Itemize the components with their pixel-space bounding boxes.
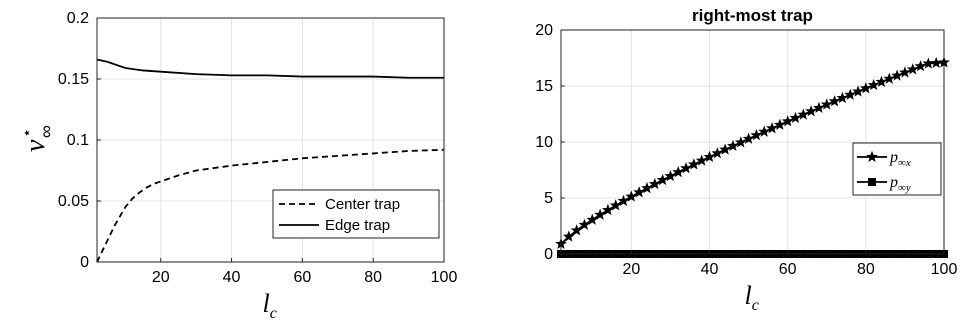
x-axis-label: lc — [263, 289, 277, 320]
legend-label: Edge trap — [325, 217, 390, 234]
y-tick-label: 15 — [535, 78, 553, 95]
y-axis-label-superscript: ⋆ — [19, 128, 36, 138]
series-1-point — [578, 218, 591, 230]
legend-label-subscript: ∞x — [898, 157, 911, 169]
series-1-point — [719, 143, 732, 155]
series-1-point — [695, 154, 708, 166]
series-1-point — [680, 162, 692, 174]
series-1-point — [648, 177, 661, 190]
legend-label-main: p — [889, 174, 898, 191]
series-1-point — [836, 91, 849, 104]
legend-label-main: p — [889, 149, 898, 166]
series-1-point — [625, 190, 638, 202]
legend-box — [852, 142, 942, 196]
series-1-point — [687, 158, 700, 170]
series-1-point — [899, 66, 911, 78]
series-1-point — [914, 60, 927, 72]
series-1-point — [922, 57, 935, 69]
legend-label: Center trap — [325, 196, 400, 213]
series-1-point — [906, 63, 919, 75]
series-1-point — [883, 72, 896, 84]
x-tick-label: 20 — [152, 269, 170, 286]
series-1-point — [781, 115, 794, 127]
series-1-line — [96, 148, 445, 263]
series-1-point — [891, 69, 903, 81]
series-1-point — [875, 75, 888, 87]
y-tick-label: 0 — [544, 246, 553, 263]
series-1-point — [711, 147, 724, 159]
series-1-point — [562, 230, 575, 242]
y-tick-label: 5 — [544, 190, 553, 207]
series-1-point — [852, 85, 864, 97]
series-1-point — [797, 108, 810, 120]
x-tick-label: 60 — [779, 261, 797, 278]
y-tick-label: 10 — [535, 134, 553, 151]
x-tick-label: 80 — [364, 269, 382, 286]
legend-marker — [868, 178, 876, 186]
series-1-point — [734, 136, 747, 148]
series-1-point — [570, 224, 583, 236]
legend-label: p∞x — [889, 149, 911, 169]
x-axis-label-subscript: c — [270, 305, 277, 320]
x-tick-label: 40 — [701, 261, 719, 278]
y-tick-label: 0.05 — [58, 193, 89, 210]
y-tick-label: 0.2 — [67, 10, 89, 27]
y-axis-label-subscript: ∞ — [36, 125, 56, 138]
y-axis-label-main: v — [20, 139, 51, 152]
series-1-point — [828, 95, 841, 107]
x-tick-label: 80 — [857, 261, 875, 278]
series-1-point — [930, 56, 943, 69]
series-1-point — [594, 208, 606, 220]
y-axis-label: v⋆ ∞ — [19, 125, 56, 152]
series-1-point — [859, 82, 872, 94]
series-1-point — [789, 111, 802, 124]
series-1-point — [758, 125, 771, 137]
series-1-point — [664, 169, 677, 182]
x-axis-label: lc — [745, 281, 759, 314]
series-1-point — [586, 213, 599, 225]
chart-panel-1: 20 40 60 80 100 0 0.05 0.1 0.15 0.2 lc v⋆ ∞ Center tr… — [19, 10, 457, 320]
series-1-point — [602, 203, 614, 216]
x-axis-label-main: l — [745, 281, 752, 310]
series-1-point — [703, 150, 716, 163]
series-1-point — [813, 101, 825, 113]
legend-marker — [866, 150, 878, 163]
series-1-point — [820, 98, 833, 110]
y-tick-label: 20 — [535, 22, 553, 39]
x-tick-label: 40 — [223, 269, 241, 286]
x-tick-label: 20 — [622, 261, 640, 278]
x-tick-label: 60 — [293, 269, 311, 286]
series-1-point — [750, 129, 763, 141]
y-tick-label: 0.1 — [67, 132, 89, 149]
legend-label: p∞y — [889, 174, 911, 194]
series-1-point — [633, 186, 646, 198]
x-tick-label: 100 — [931, 261, 958, 278]
series-1-point — [844, 88, 857, 100]
legend-label-subscript: ∞y — [898, 182, 911, 194]
series-1-point — [641, 182, 653, 194]
x-tick-label: 100 — [431, 269, 458, 286]
series-1-point — [805, 105, 818, 117]
y-tick-label: 0.15 — [58, 71, 89, 88]
series-1-point — [867, 78, 880, 91]
y-tick-label: 0 — [80, 254, 89, 271]
series-2-line — [96, 58, 444, 79]
series-1-point — [656, 173, 669, 186]
series-1-point — [672, 166, 685, 178]
x-axis-label-main: l — [263, 289, 270, 318]
series-1-point — [742, 132, 755, 144]
series-1-point — [617, 194, 630, 207]
legend-box — [272, 189, 440, 239]
series-1-point — [773, 118, 786, 130]
series-1-point — [727, 139, 739, 152]
x-axis-label-subscript: c — [752, 297, 759, 314]
series-1-point — [766, 122, 778, 134]
chart-title: right-most trap — [692, 6, 813, 25]
series-1-point — [609, 199, 622, 211]
